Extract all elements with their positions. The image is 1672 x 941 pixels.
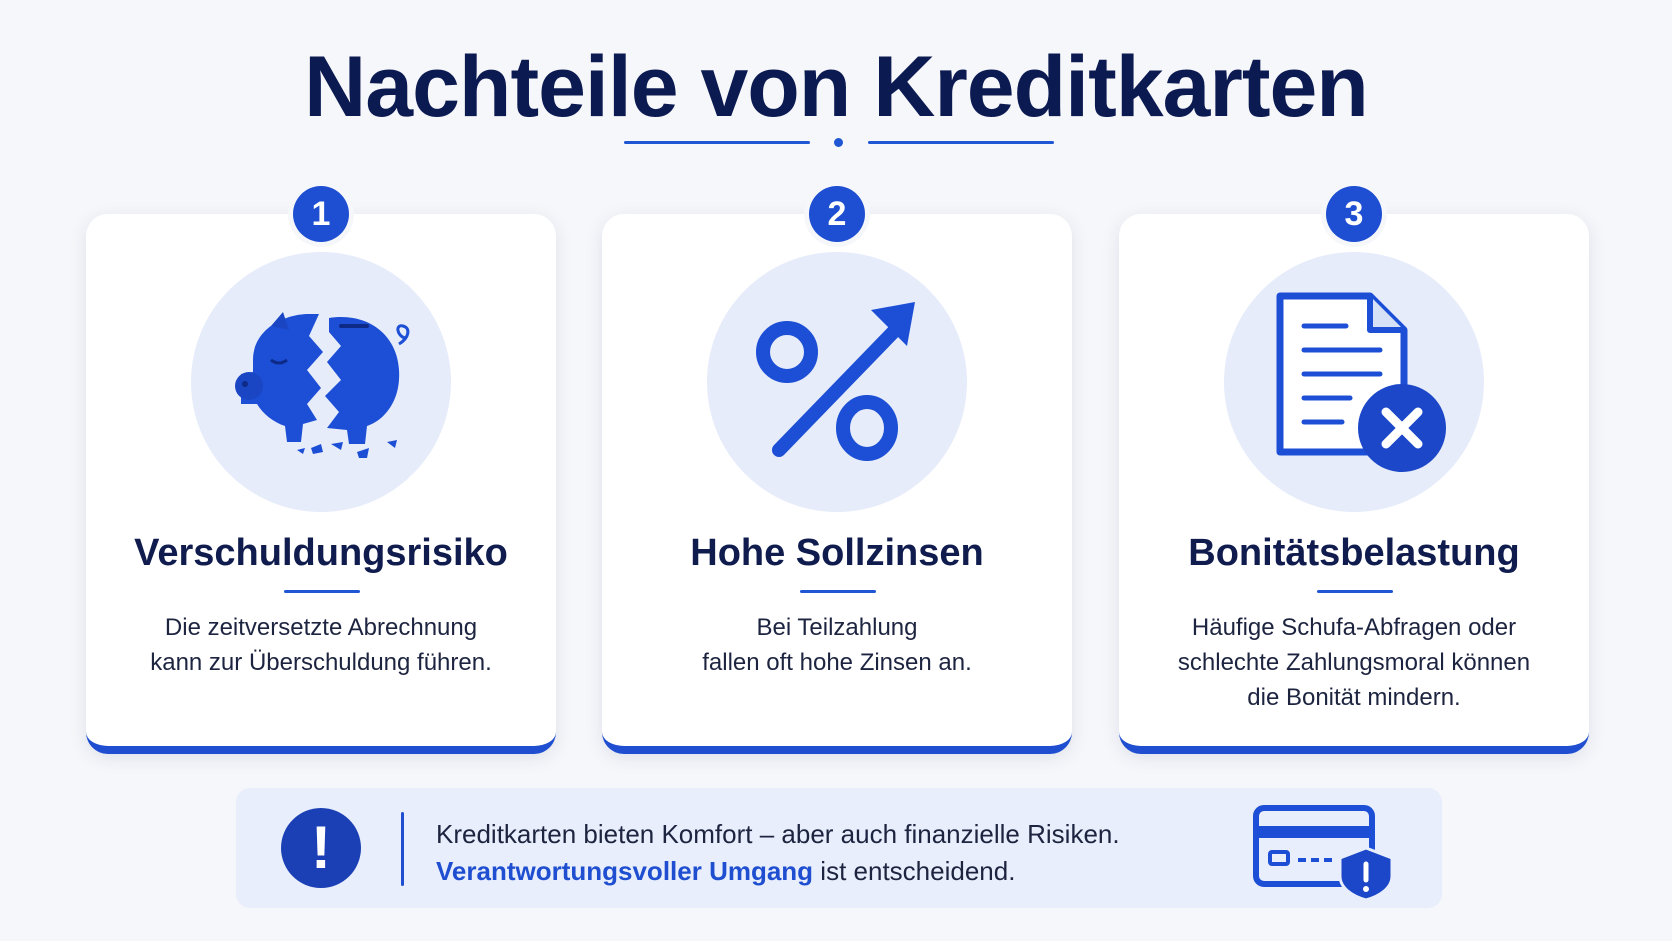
banner-highlight: Verantwortungsvoller Umgang	[436, 856, 814, 886]
info-banner: ! Kreditkarten bieten Komfort – aber auc…	[236, 788, 1442, 908]
card-separator	[800, 590, 876, 593]
card-number-badge: 3	[1326, 186, 1382, 242]
card-separator	[284, 590, 360, 593]
banner-line-1: Kreditkarten bieten Komfort – aber auch …	[436, 819, 1120, 849]
card-description-line: fallen oft hohe Zinsen an.	[702, 649, 972, 676]
document-rejected-icon	[1224, 252, 1484, 512]
title-divider	[624, 136, 1054, 148]
card-description: Bei Teilzahlung fallen oft hohe Zinsen a…	[632, 610, 1042, 680]
credit-card-shield-icon	[1252, 802, 1402, 902]
card-description-line: Häufige Schufa-Abfragen oder	[1191, 614, 1517, 641]
card-description-line: schlechte Zahlungsmoral können	[1177, 649, 1531, 676]
card-description: Häufige Schufa-Abfragen oder schlechte Z…	[1149, 610, 1559, 715]
banner-text: Kreditkarten bieten Komfort – aber auch …	[436, 816, 1120, 890]
card-description-line: Die zeitversetzte Abrechnung	[164, 614, 478, 641]
card-hohe-sollzinsen: 2 Hohe Sollzinsen Bei Teilzahlung fallen…	[602, 186, 1072, 754]
card-number-badge: 1	[293, 186, 349, 242]
card-number-badge: 2	[809, 186, 865, 242]
banner-line-2-rest: ist entscheidend.	[813, 856, 1016, 886]
card-description-line: kann zur Überschuldung führen.	[150, 649, 492, 676]
card-description-line: Bei Teilzahlung	[756, 614, 918, 641]
card-description: Die zeitversetzte Abrechnung kann zur Üb…	[116, 610, 526, 680]
card-title: Bonitätsbelastung	[1188, 532, 1520, 574]
percent-arrow-up-icon	[707, 252, 967, 512]
card-separator	[1317, 590, 1393, 593]
broken-piggy-bank-icon	[191, 252, 451, 512]
card-verschuldungsrisiko: 1 Verschuldungsrisiko Die zeitversetzte …	[86, 186, 556, 754]
card-title: Hohe Sollzinsen	[690, 532, 984, 574]
card-description-line: die Bonität mindern.	[1247, 684, 1461, 711]
card-bonitaetsbelastung: 3 Bonitätsbelastung Häufige Schufa-Abfra…	[1119, 186, 1589, 754]
banner-line-2: Verantwortungsvoller Umgang ist entschei…	[436, 853, 1120, 890]
card-title: Verschuldungsrisiko	[134, 532, 508, 574]
page-title: Nachteile von Kreditkarten	[304, 39, 1369, 135]
banner-separator	[401, 812, 404, 886]
exclamation-icon: !	[281, 808, 361, 888]
